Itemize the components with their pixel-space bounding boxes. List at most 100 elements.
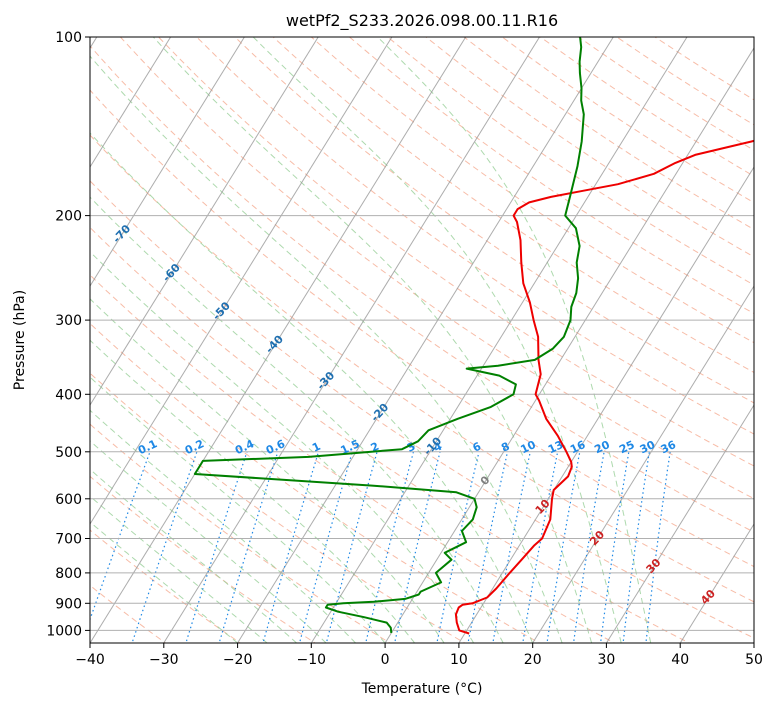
dry-adiabat-line (578, 37, 754, 151)
x-axis-title: Temperature (°C) (361, 681, 483, 697)
moist-adiabat-line (90, 495, 268, 643)
isotherm-label: -50 (210, 299, 233, 323)
x-tick-label: 0 (381, 652, 390, 668)
mixing-ratio-line (522, 451, 559, 643)
x-tick-label: 20 (524, 652, 542, 668)
dry-adiabat-line (349, 37, 754, 315)
mixing-ratio-line (492, 451, 531, 643)
dry-adiabat-line (463, 37, 754, 231)
x-tick-label: −20 (223, 652, 253, 668)
isotherm-line (310, 37, 688, 643)
mixing-ratio-label: 10 (519, 438, 539, 456)
mixing-ratio-line (185, 451, 248, 643)
mixing-ratio-line (572, 451, 605, 643)
y-tick-label: 500 (55, 445, 82, 461)
isotherm-line (532, 285, 754, 643)
y-tick-label: 400 (55, 387, 82, 403)
x-tick-label: −40 (75, 652, 105, 668)
mixing-ratio-line (218, 451, 279, 643)
moist-adiabat-line (90, 251, 475, 643)
mixing-ratio-label: 25 (617, 438, 636, 456)
mixing-ratio-label: 0.1 (136, 437, 159, 457)
sounding-series (193, 37, 754, 635)
mixing-ratio-label: 0.4 (233, 437, 256, 457)
isotherm-line (163, 37, 541, 643)
dry-adiabat-line (90, 274, 616, 643)
y-tick-label: 900 (55, 596, 82, 612)
y-axis: 100 200 300 400 500 600 700 800 900 1000 (46, 30, 90, 639)
y-tick-label: 600 (55, 492, 82, 508)
moist-adiabat-line (90, 521, 238, 643)
moist-adiabat-line (90, 298, 445, 643)
isotherm-line (605, 404, 754, 643)
dry-adiabat-line (90, 134, 754, 603)
dry-adiabat-line (272, 37, 754, 374)
isotherm-line (384, 47, 754, 643)
x-tick-label: 50 (745, 652, 763, 668)
isotherm-label: 0 (478, 473, 493, 488)
background-lines (90, 37, 754, 643)
isotherm-label: -80 (60, 183, 83, 207)
chart-title: wetPf2_S233.2026.098.00.11.R16 (286, 11, 558, 31)
x-axis: −40 −30 −20 −10 0 10 20 30 40 50 (75, 643, 763, 668)
mixing-ratio-label: 36 (659, 438, 679, 456)
mixing-ratio-line (436, 451, 480, 643)
x-tick-label: 10 (450, 652, 468, 668)
isotherm-label: -10 (421, 434, 444, 458)
moist-adiabat-line (90, 376, 386, 643)
moist-adiabat-line (90, 440, 327, 643)
isotherm-label: -20 (368, 401, 391, 425)
y-tick-label: 1000 (46, 623, 82, 639)
pressure-grid (90, 215, 754, 631)
mixing-ratio-line (622, 451, 650, 643)
dry-adiabat-line (90, 45, 754, 533)
mixing-ratio-line (599, 451, 630, 643)
dry-adiabat-line (234, 37, 754, 404)
dry-adiabat-line (158, 37, 754, 467)
moist-adiabat-line (90, 468, 297, 643)
y-tick-label: 800 (55, 566, 82, 582)
mixing-ratio-line (90, 451, 151, 622)
moist-adiabat-line (90, 339, 415, 643)
dry-adiabat-line (616, 37, 754, 126)
dry-adiabat-line (310, 37, 754, 344)
dry-adiabat-line (501, 37, 754, 204)
isotherm-line (753, 642, 754, 643)
isotherm-line (679, 523, 754, 643)
dry-adiabat-line (654, 37, 754, 101)
moist-adiabat-line (90, 409, 356, 643)
isotherm-line (90, 37, 246, 287)
isotherm-label: 40 (698, 587, 718, 607)
isotherm-label: -40 (263, 332, 286, 356)
mixing-ratio-line (365, 451, 414, 643)
dry-adiabat-line (90, 372, 466, 643)
y-axis-title: Pressure (hPa) (12, 290, 28, 390)
isotherm-label: -70 (110, 222, 133, 246)
mixing-ratio-line (645, 451, 671, 643)
dry-adiabat-line (90, 529, 242, 643)
y-tick-label: 100 (55, 30, 82, 46)
x-tick-label: −30 (149, 652, 179, 668)
dry-adiabat-line (90, 89, 754, 568)
dry-adiabat-line (90, 423, 391, 643)
dry-adiabat-line (425, 37, 754, 258)
dry-adiabat-line (120, 37, 754, 500)
x-tick-label: −10 (297, 652, 327, 668)
mixing-ratio-line (262, 451, 320, 643)
moist-adiabat-line (152, 37, 593, 643)
x-tick-label: 30 (597, 652, 615, 668)
dewpoint-line (193, 37, 585, 634)
y-tick-label: 700 (55, 532, 82, 548)
isotherm-line (458, 166, 754, 643)
isotherm-label: 20 (587, 528, 607, 548)
plot-frame (89, 36, 755, 644)
mixing-ratio-line (546, 451, 581, 643)
mixing-ratio-line (325, 451, 378, 643)
mixing-ratio-line (131, 451, 198, 643)
y-tick-label: 300 (55, 313, 82, 329)
isotherm-label: -60 (160, 261, 183, 285)
temperature-line (454, 139, 754, 635)
mixing-ratio-label: 0.6 (264, 437, 287, 457)
isotherm-label: -90 (10, 146, 33, 170)
